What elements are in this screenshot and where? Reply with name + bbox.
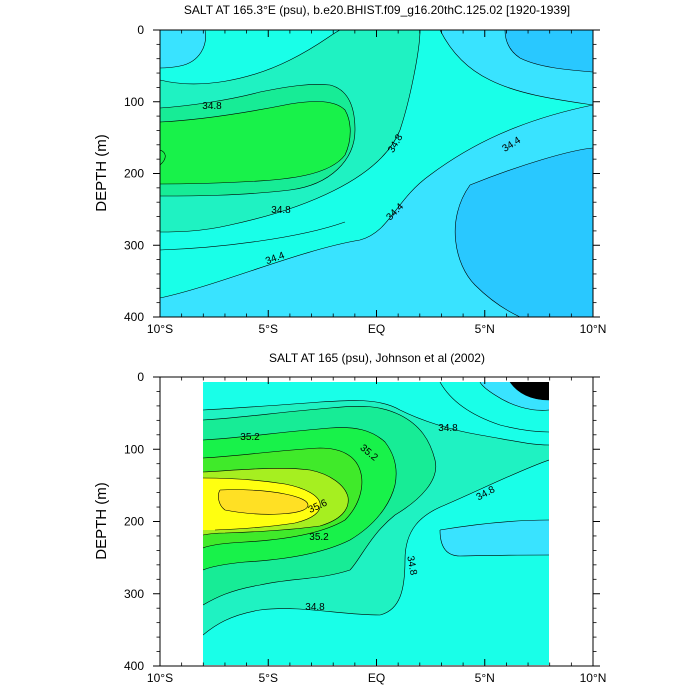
x-tick-label: 10°N (580, 671, 607, 685)
y-tick-label: 0 (137, 23, 144, 37)
contour-label: 34.8 (271, 205, 291, 216)
top-contour-line (160, 30, 341, 85)
contour-label: 34.8 (404, 555, 418, 577)
bottom-contour-line (203, 427, 397, 571)
bottom-fill-36-0 (218, 489, 308, 515)
top-contour-line (160, 30, 421, 233)
bottom-contour-line (439, 529, 549, 557)
bottom-y-axis-label: DEPTH (m) (93, 482, 110, 560)
bottom-contour-line (203, 459, 549, 636)
bottom-chart-title: SALT AT 165 (psu), Johnson et al (2002) (269, 351, 485, 365)
top-contour-fill (160, 30, 593, 317)
top-contour-line (160, 149, 166, 166)
bottom-contour-line (439, 382, 549, 433)
top-contour-line (160, 101, 351, 185)
y-tick-label: 400 (124, 659, 144, 673)
y-tick-label: 300 (124, 238, 144, 252)
top-chart-title: SALT AT 165.3°E (psu), b.e20.BHIST.f09_g… (184, 3, 570, 17)
bottom-contour-line (203, 405, 437, 606)
x-tick-label: EQ (368, 322, 385, 336)
bottom-contour-fill (203, 382, 549, 665)
contour-label: 35.2 (240, 432, 260, 443)
top-contour-line (454, 184, 593, 317)
top-contour-line (160, 30, 206, 69)
top-fill-34-4-ul (160, 30, 206, 68)
x-tick-label: 10°N (580, 322, 607, 336)
x-tick-label: EQ (368, 671, 385, 685)
y-tick-label: 200 (124, 515, 144, 529)
contour-label: 35.2 (309, 532, 329, 543)
top-contour-line (439, 30, 593, 106)
y-tick-label: 100 (124, 95, 144, 109)
top-contour-line (160, 84, 356, 197)
y-tick-label: 200 (124, 167, 144, 181)
top-contour-line (160, 221, 346, 251)
bottom-contour-line (203, 468, 349, 536)
bottom-contour-line (218, 489, 309, 515)
y-tick-label: 0 (137, 370, 144, 384)
top-y-axis-label: DEPTH (m) (93, 134, 110, 212)
bottom-contour-line (439, 519, 549, 531)
x-tick-label: 5°N (475, 322, 495, 336)
contour-label: 34.8 (305, 602, 325, 613)
top-axes: 10°S 5°S EQ 5°N 10°N 0 100 200 300 400 (124, 23, 606, 336)
top-panel: SALT AT 165.3°E (psu), b.e20.BHIST.f09_g… (93, 3, 606, 336)
x-tick-label: 10°S (147, 322, 173, 336)
bottom-panel: SALT AT 165 (psu), Johnson et al (2002) (93, 351, 606, 685)
y-tick-label: 400 (124, 310, 144, 324)
x-tick-label: 5°S (259, 671, 278, 685)
x-tick-label: 5°S (259, 322, 278, 336)
top-fill-34-0-upper (505, 30, 593, 72)
bottom-fill-34-2-upper (510, 382, 549, 400)
contour-label: 34.8 (438, 423, 458, 434)
x-tick-label: 10°S (147, 671, 173, 685)
top-fill-34-2-blob (455, 148, 593, 317)
top-fill-35-2 (160, 101, 351, 184)
top-contour-line (469, 147, 593, 186)
bottom-contour-line (203, 447, 363, 549)
top-contour-line (504, 30, 593, 73)
bottom-fill-34-4-right (440, 520, 549, 556)
bottom-contour-line (479, 382, 549, 411)
top-contour-line (160, 104, 593, 299)
bottom-contour-line (203, 400, 549, 446)
y-tick-label: 300 (124, 587, 144, 601)
contour-label: 34.8 (202, 101, 222, 112)
y-tick-label: 100 (124, 442, 144, 456)
bottom-contour-line (203, 477, 321, 531)
bottom-contour-line (509, 382, 549, 401)
x-tick-label: 5°N (475, 671, 495, 685)
bottom-axes: 10°S 5°S EQ 5°N 10°N 0 100 200 300 400 (124, 370, 606, 685)
